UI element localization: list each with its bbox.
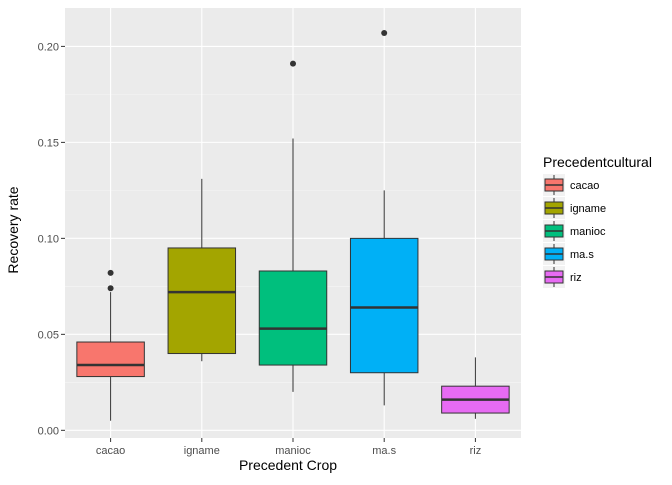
x-tick-label: cacao bbox=[96, 445, 125, 457]
boxes bbox=[76, 29, 510, 421]
box-iqr bbox=[258, 270, 328, 366]
y-tick-label: 0.20 bbox=[38, 41, 59, 53]
y-tick-label: 0.15 bbox=[38, 137, 59, 149]
legend-item-igname: igname bbox=[543, 197, 606, 219]
x-tick-label: ma.s bbox=[372, 445, 396, 457]
box-ma.s bbox=[349, 29, 419, 406]
box-iqr bbox=[76, 341, 145, 378]
outlier-point bbox=[107, 269, 114, 276]
x-tick-label: manioc bbox=[275, 445, 311, 457]
outlier-point bbox=[107, 285, 114, 292]
legend-item-riz: riz bbox=[543, 266, 582, 288]
legend: Precedentcultural cacao igname manioc ma.s r… bbox=[543, 154, 652, 288]
legend-item-ma.s: ma.s bbox=[543, 243, 594, 265]
box-iqr bbox=[167, 247, 237, 355]
legend-item-manioc: manioc bbox=[543, 220, 606, 242]
outlier-point bbox=[381, 29, 388, 36]
legend-title: Precedentcultural bbox=[543, 154, 652, 170]
y-tick-label: 0.00 bbox=[38, 425, 59, 437]
box-manioc bbox=[258, 60, 328, 392]
y-tick-label: 0.05 bbox=[38, 329, 59, 341]
x-tick-label: riz bbox=[470, 445, 482, 457]
x-tick-label: igname bbox=[184, 445, 220, 457]
legend-label: manioc bbox=[570, 226, 606, 238]
box-iqr bbox=[349, 237, 419, 374]
y-axis: 0.00 0.05 0.10 0.15 0.20 bbox=[38, 41, 65, 437]
legend-label: cacao bbox=[570, 180, 599, 192]
box-riz bbox=[441, 357, 510, 419]
x-axis-title: Precedent Crop bbox=[239, 457, 337, 473]
legend-label: riz bbox=[570, 272, 582, 284]
x-axis: cacao igname manioc ma.s riz bbox=[96, 438, 481, 457]
box-cacao bbox=[76, 269, 145, 421]
y-axis-title: Recovery rate bbox=[5, 186, 21, 273]
box-igname bbox=[167, 178, 237, 362]
legend-label: igname bbox=[570, 203, 606, 215]
legend-label: ma.s bbox=[570, 249, 594, 261]
y-tick-label: 0.10 bbox=[38, 233, 59, 245]
legend-item-cacao: cacao bbox=[543, 174, 599, 196]
outlier-point bbox=[290, 60, 296, 67]
